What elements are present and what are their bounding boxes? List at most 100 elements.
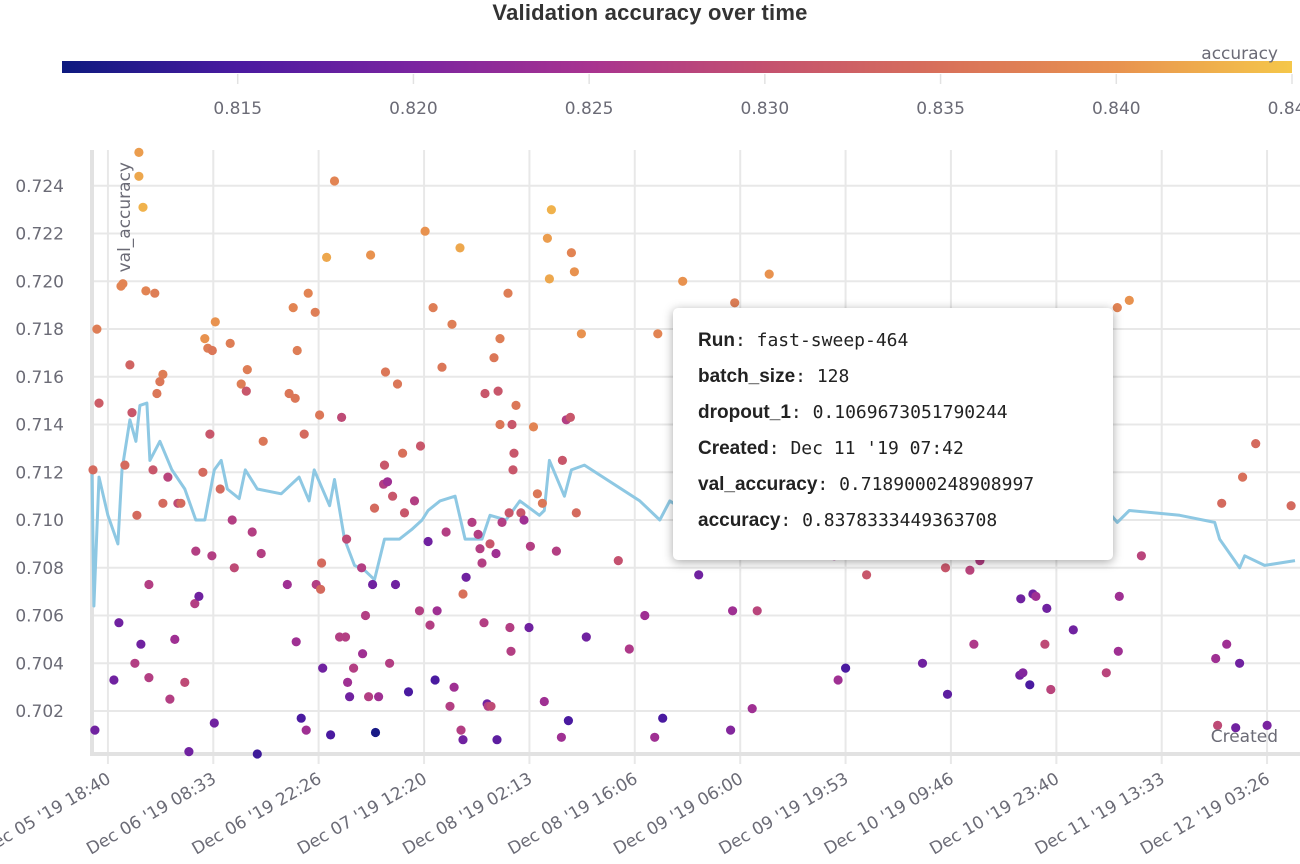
scatter-point[interactable] xyxy=(141,286,151,296)
scatter-point[interactable] xyxy=(322,252,332,262)
scatter-point[interactable] xyxy=(445,701,455,711)
scatter-point[interactable] xyxy=(292,345,302,356)
scatter-point[interactable] xyxy=(299,429,309,439)
scatter-point[interactable] xyxy=(118,279,128,289)
scatter-point[interactable] xyxy=(242,365,252,375)
scatter-point[interactable] xyxy=(200,334,210,344)
scatter-point[interactable] xyxy=(539,696,549,707)
scatter-point[interactable] xyxy=(252,749,262,759)
scatter-point[interactable] xyxy=(368,579,378,590)
scatter-point[interactable] xyxy=(337,412,347,422)
scatter-point[interactable] xyxy=(165,694,175,704)
scatter-point[interactable] xyxy=(504,508,514,518)
scatter-point[interactable] xyxy=(291,637,301,647)
scatter-point[interactable] xyxy=(461,572,471,582)
scatter-point[interactable] xyxy=(449,682,459,692)
scatter-point[interactable] xyxy=(241,386,251,396)
scatter-point[interactable] xyxy=(125,360,135,370)
scatter-point[interactable] xyxy=(366,250,376,260)
scatter-point[interactable] xyxy=(571,508,581,518)
scatter-point[interactable] xyxy=(258,436,268,446)
scatter-point[interactable] xyxy=(184,747,194,757)
scatter-point[interactable] xyxy=(409,496,420,506)
scatter-point[interactable] xyxy=(551,546,562,556)
scatter-point[interactable] xyxy=(455,243,465,253)
scatter-point[interactable] xyxy=(136,639,146,649)
scatter-point[interactable] xyxy=(516,508,526,518)
scatter-point[interactable] xyxy=(425,620,435,630)
scatter-point[interactable] xyxy=(303,288,313,298)
scatter-point[interactable] xyxy=(1262,720,1272,731)
scatter-point[interactable] xyxy=(130,658,140,668)
scatter-point[interactable] xyxy=(1068,625,1078,635)
scatter-point[interactable] xyxy=(310,307,320,317)
scatter-point[interactable] xyxy=(511,400,521,410)
scatter-point[interactable] xyxy=(524,622,534,633)
scatter-point[interactable] xyxy=(1025,680,1035,690)
scatter-point[interactable] xyxy=(385,658,395,668)
scatter-point[interactable] xyxy=(1235,658,1245,668)
scatter-point[interactable] xyxy=(1040,639,1050,649)
scatter-point[interactable] xyxy=(90,725,100,735)
scatter-point[interactable] xyxy=(519,515,529,525)
scatter-point[interactable] xyxy=(360,610,371,621)
scatter-point[interactable] xyxy=(678,276,688,286)
scatter-point[interactable] xyxy=(752,606,762,616)
scatter-point[interactable] xyxy=(650,732,660,742)
scatter-point[interactable] xyxy=(1113,646,1123,656)
scatter-point[interactable] xyxy=(399,508,410,518)
scatter-point[interactable] xyxy=(170,634,180,645)
scatter-point[interactable] xyxy=(342,534,352,544)
scatter-point[interactable] xyxy=(497,517,507,528)
scatter-point[interactable] xyxy=(557,455,568,465)
scatter-point[interactable] xyxy=(215,484,225,494)
scatter-point[interactable] xyxy=(556,732,567,742)
scatter-point[interactable] xyxy=(158,498,168,508)
scatter-point[interactable] xyxy=(509,448,519,458)
scatter-point[interactable] xyxy=(134,147,144,157)
scatter-point[interactable] xyxy=(477,558,487,568)
scatter-point[interactable] xyxy=(288,303,298,313)
scatter-point[interactable] xyxy=(163,472,173,482)
scatter-point[interactable] xyxy=(225,338,235,348)
scatter-point[interactable] xyxy=(456,725,466,735)
scatter-point[interactable] xyxy=(940,563,951,573)
scatter-point[interactable] xyxy=(640,610,650,621)
scatter-point[interactable] xyxy=(370,727,381,738)
scatter-point[interactable] xyxy=(144,579,154,590)
scatter-point[interactable] xyxy=(301,725,311,735)
scatter-point[interactable] xyxy=(694,570,704,580)
scatter-point[interactable] xyxy=(917,658,928,668)
scatter-point[interactable] xyxy=(205,429,215,439)
scatter-point[interactable] xyxy=(1211,653,1221,664)
scatter-point[interactable] xyxy=(94,398,104,408)
scatter-point[interactable] xyxy=(458,735,468,745)
scatter-point[interactable] xyxy=(475,544,485,554)
scatter-point[interactable] xyxy=(432,606,442,616)
scatter-point[interactable] xyxy=(92,324,102,334)
scatter-point[interactable] xyxy=(364,692,374,702)
scatter-point[interactable] xyxy=(492,735,502,745)
scatter-point[interactable] xyxy=(198,467,208,477)
scatter-point[interactable] xyxy=(726,725,736,735)
scatter-point[interactable] xyxy=(316,584,326,594)
scatter-point[interactable] xyxy=(473,529,483,540)
scatter-point[interactable] xyxy=(428,303,438,313)
scatter-point[interactable] xyxy=(144,673,154,683)
scatter-point[interactable] xyxy=(388,491,398,501)
scatter-point[interactable] xyxy=(134,171,144,181)
scatter-point[interactable] xyxy=(1046,684,1056,695)
scatter-point[interactable] xyxy=(207,551,217,561)
scatter-point[interactable] xyxy=(1042,603,1052,614)
scatter-point[interactable] xyxy=(485,539,495,549)
scatter-point[interactable] xyxy=(532,489,543,499)
scatter-point[interactable] xyxy=(380,367,391,377)
scatter-point[interactable] xyxy=(730,298,740,308)
scatter-point[interactable] xyxy=(479,618,489,628)
scatter-point[interactable] xyxy=(180,677,190,688)
scatter-point[interactable] xyxy=(563,716,574,726)
scatter-point[interactable] xyxy=(566,248,577,258)
scatter-point[interactable] xyxy=(658,713,668,723)
scatter-point[interactable] xyxy=(624,644,634,654)
scatter-point[interactable] xyxy=(1222,639,1232,649)
